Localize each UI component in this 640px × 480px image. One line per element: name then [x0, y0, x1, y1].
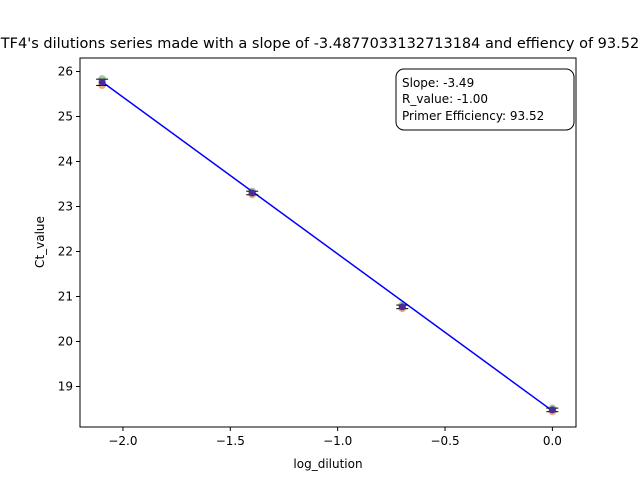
mean-point	[98, 78, 106, 86]
y-tick-label: 19	[58, 380, 73, 394]
y-tick-label: 24	[58, 155, 73, 169]
y-tick-label: 23	[58, 200, 73, 214]
x-tick-label: 0.0	[543, 434, 562, 448]
x-tick-label: −1.0	[323, 434, 352, 448]
y-axis-label: Ct_value	[33, 216, 47, 268]
annotation-slope: Slope: -3.49	[402, 76, 474, 90]
annotation-r-value: R_value: -1.00	[402, 92, 488, 106]
x-axis: −2.0 −1.5 −1.0 −0.5 0.0	[108, 427, 562, 448]
x-tick-label: −2.0	[108, 434, 137, 448]
mean-point	[248, 189, 256, 197]
x-tick-label: −0.5	[430, 434, 459, 448]
mean-point	[548, 406, 556, 414]
x-tick-label: −1.5	[216, 434, 245, 448]
annotation-primer-efficiency: Primer Efficiency: 93.52	[402, 109, 544, 123]
y-tick-label: 22	[58, 245, 73, 259]
fit-stats-annotation: Slope: -3.49 R_value: -1.00 Primer Effic…	[395, 68, 575, 131]
plot-area	[96, 75, 559, 416]
x-axis-label: log_dilution	[293, 457, 362, 471]
mean-point	[398, 303, 406, 311]
y-tick-label: 25	[58, 110, 73, 124]
y-axis: 19 20 21 22 23 24 25 26	[58, 65, 80, 394]
axes-frame	[79, 57, 577, 428]
annotation-box	[395, 68, 575, 131]
y-tick-label: 21	[58, 290, 73, 304]
y-tick-label: 26	[58, 65, 73, 79]
y-tick-label: 20	[58, 335, 73, 349]
chart-title: TF4's dilutions series made with a slope…	[0, 36, 639, 52]
fit-line	[101, 81, 553, 412]
